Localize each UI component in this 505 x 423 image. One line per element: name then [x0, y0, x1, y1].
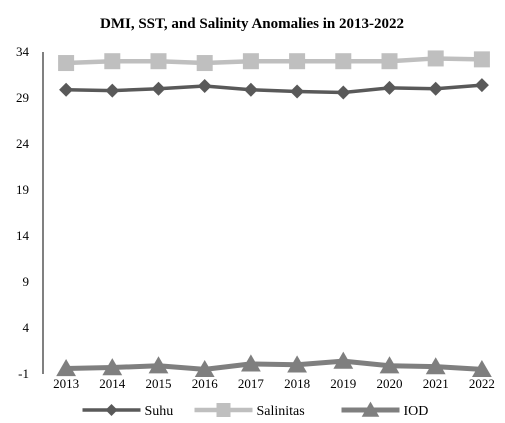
legend-marker-iod [361, 401, 380, 417]
legend-item-suhu: Suhu [82, 404, 174, 419]
data-point-salinitas [242, 53, 259, 70]
legend-label-salinitas: Salinitas [257, 404, 305, 418]
x-tick-label: 2021 [423, 376, 449, 391]
data-point-salinitas [58, 55, 75, 72]
data-point-salinitas [150, 53, 167, 70]
legend-label-suhu: Suhu [145, 404, 174, 418]
series-iod [56, 351, 492, 378]
series-layer [56, 50, 492, 378]
y-tick-label: -1 [18, 366, 29, 381]
x-tick-label: 2018 [284, 376, 310, 391]
x-tick-label: 2015 [146, 376, 172, 391]
series-line-salinitas [66, 56, 482, 66]
data-point-iod [425, 357, 446, 375]
data-point-salinitas [381, 53, 398, 70]
data-point-salinitas [104, 53, 121, 70]
y-tick-label: 4 [23, 320, 30, 335]
data-point-suhu [59, 82, 74, 97]
data-point-salinitas [196, 55, 213, 72]
chart-title: DMI, SST, and Salinity Anomalies in 2013… [100, 16, 404, 32]
data-point-suhu [105, 83, 120, 98]
y-tick-label: 24 [16, 136, 30, 151]
data-point-salinitas [289, 53, 306, 70]
series-line-suhu [66, 83, 483, 95]
x-tick-label: 2022 [469, 376, 495, 391]
data-point-iod [241, 354, 261, 372]
legend-item-salinitas: Salinitas [194, 403, 305, 419]
data-point-iod [379, 356, 400, 374]
y-tick-label: 14 [16, 228, 30, 243]
series-salinitas [58, 50, 490, 72]
data-point-iod [287, 355, 307, 373]
series-line-iod [66, 358, 483, 372]
axes: -1 4 9 14 19 24 29 34 2013 2014 2015 2016 2017 2018 20… [16, 44, 495, 391]
x-tick-label: 2014 [99, 376, 126, 391]
legend: Suhu Salinitas IOD [82, 401, 429, 419]
y-tick-label: 19 [16, 182, 29, 197]
legend-marker-suhu [105, 404, 118, 416]
data-point-salinitas [473, 51, 490, 68]
legend-item-iod: IOD [341, 401, 429, 419]
data-point-iod [56, 359, 76, 377]
data-point-suhu [336, 85, 351, 100]
data-point-suhu [197, 79, 212, 94]
x-tick-label: 2017 [238, 376, 265, 391]
legend-marker-salinitas [216, 403, 231, 417]
y-tick-label: 9 [23, 274, 30, 289]
data-point-suhu [382, 80, 397, 95]
data-point-iod [194, 359, 215, 378]
x-tick-label: 2020 [377, 376, 403, 391]
data-point-iod [148, 356, 169, 374]
data-point-suhu [290, 84, 305, 99]
x-tick-label: 2013 [53, 376, 79, 391]
data-point-suhu [243, 82, 258, 97]
data-point-iod [472, 359, 492, 378]
data-point-suhu [428, 81, 443, 96]
legend-label-iod: IOD [404, 404, 429, 418]
y-tick-label: 34 [16, 44, 30, 59]
y-tick-label: 29 [16, 90, 29, 105]
data-point-suhu [151, 81, 166, 96]
x-tick-label: 2019 [330, 376, 356, 391]
data-point-salinitas [335, 53, 352, 70]
x-tick-label: 2016 [192, 376, 219, 391]
data-point-suhu [474, 78, 489, 93]
data-point-salinitas [427, 50, 444, 67]
series-suhu [59, 78, 489, 100]
data-point-iod [333, 351, 354, 369]
data-point-iod [102, 358, 123, 376]
